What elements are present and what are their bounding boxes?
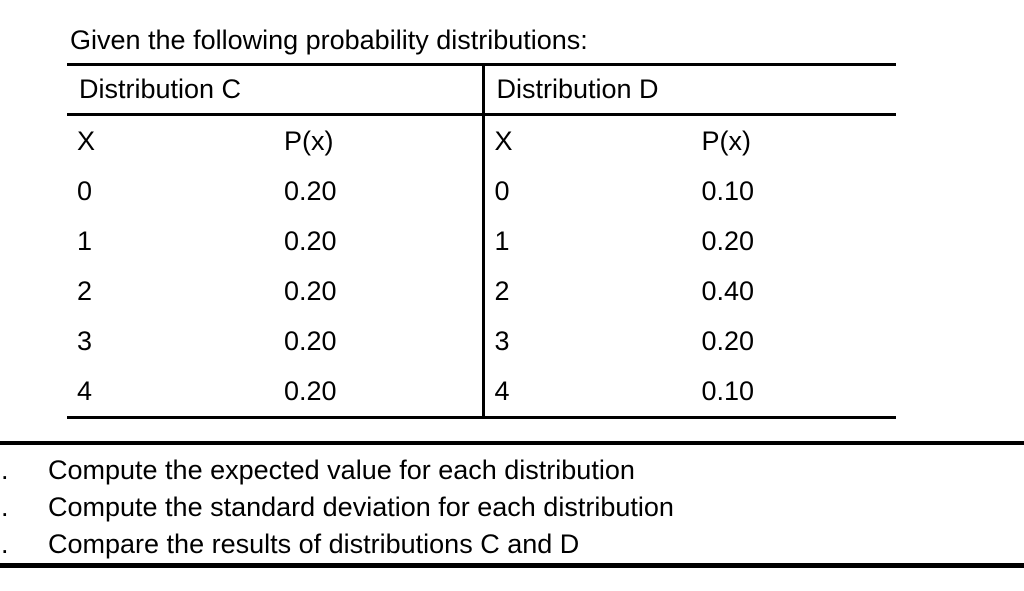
cell-x-value: 0 — [494, 175, 510, 206]
table-column-header-row: X P(x) X P(x) — [67, 116, 896, 166]
cell-x-value: 3 — [494, 325, 510, 356]
table-row: 4 0.20 4 0.10 — [67, 366, 896, 416]
tasks-top-rule — [0, 441, 1024, 445]
cell-x-value: 0 — [77, 175, 93, 206]
cell-p-value: 0.40 — [701, 275, 755, 306]
task-text: Compare the results of distributions C a… — [48, 529, 580, 559]
col-header-px-d: P(x) — [701, 125, 752, 156]
section-header-distribution-c: Distribution C — [67, 66, 482, 116]
list-item: . Compare the results of distributions C… — [0, 526, 1024, 563]
task-text: Compute the expected value for each dist… — [48, 455, 635, 485]
cell-x-value: 4 — [494, 375, 510, 406]
section-header-distribution-d: Distribution D — [484, 66, 896, 116]
table-row: 0 0.20 0 0.10 — [67, 166, 896, 216]
col-header-px-c: P(x) — [284, 125, 334, 156]
table-row: 3 0.20 3 0.20 — [67, 316, 896, 366]
cell-p-value: 0.20 — [284, 275, 337, 306]
cell-x-value: 1 — [77, 225, 93, 256]
cell-p-value: 0.20 — [701, 325, 755, 356]
cell-p-value: 0.20 — [284, 175, 337, 206]
task-text: Compute the standard deviation for each … — [48, 492, 674, 522]
table-row: 2 0.20 2 0.40 — [67, 266, 896, 316]
col-header-x-d: X — [494, 125, 513, 156]
col-header-x-c: X — [77, 125, 96, 156]
tasks-list: . Compute the expected value for each di… — [0, 452, 1024, 563]
tasks-bottom-rule — [0, 563, 1024, 568]
cell-x-value: 3 — [77, 325, 93, 356]
cell-p-value: 0.20 — [284, 225, 337, 256]
list-item-marker: . — [1, 529, 9, 559]
list-item: . Compute the standard deviation for eac… — [0, 489, 1024, 526]
list-item: . Compute the expected value for each di… — [0, 452, 1024, 489]
cell-p-value: 0.10 — [701, 375, 755, 406]
cell-p-value: 0.10 — [701, 175, 755, 206]
cell-p-value: 0.20 — [284, 325, 337, 356]
cell-x-value: 4 — [77, 375, 93, 406]
cell-x-value: 2 — [77, 275, 93, 306]
table-section-header-row: Distribution C Distribution D — [67, 66, 896, 116]
list-item-marker: . — [1, 455, 9, 485]
cell-x-value: 1 — [494, 225, 510, 256]
probability-distributions-table: Distribution C Distribution D X P(x) X P… — [67, 63, 896, 419]
table-row: 1 0.20 1 0.20 — [67, 216, 896, 266]
cell-p-value: 0.20 — [284, 375, 337, 406]
cell-x-value: 2 — [494, 275, 510, 306]
list-item-marker: . — [1, 492, 9, 522]
page-title: Given the following probability distribu… — [70, 25, 588, 55]
cell-p-value: 0.20 — [701, 225, 755, 256]
